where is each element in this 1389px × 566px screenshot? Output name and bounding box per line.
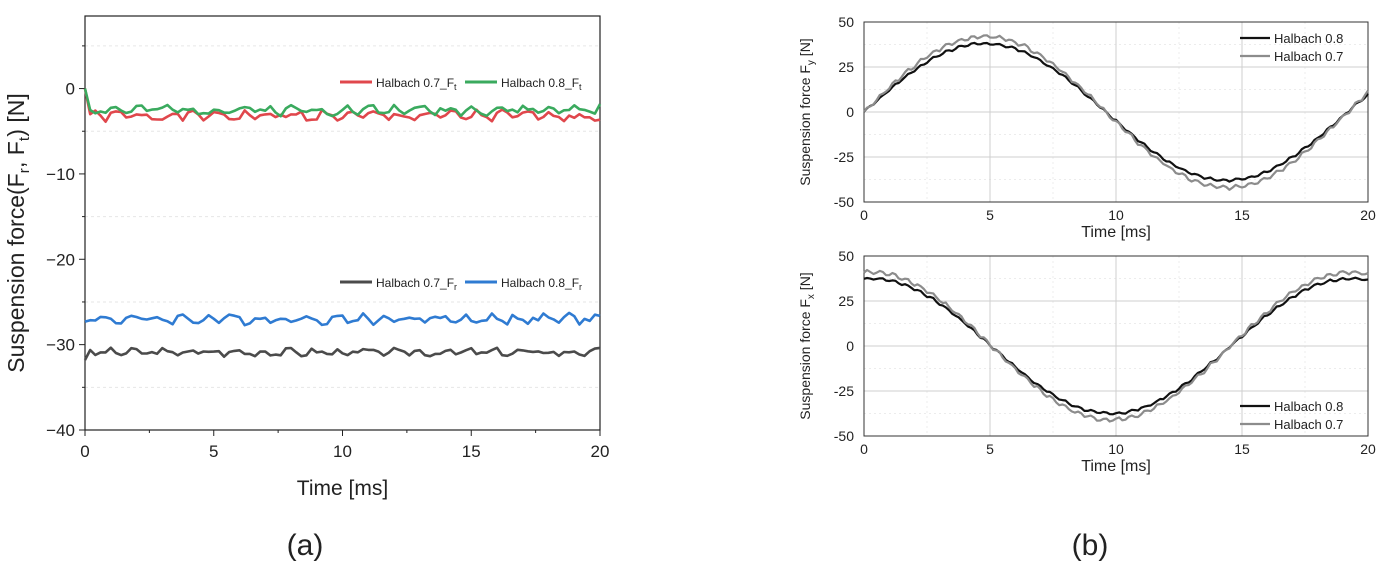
y-tick-label: −30 [46,336,75,355]
chart-b-bottom: 0 5 10 15 20 50 25 0 -25 -50 Time [ms] Suspension f… [797,248,1376,475]
x-tick-label: 10 [1108,441,1124,457]
y-tick-label: 50 [838,14,854,30]
y-axis-label: Suspension force Fx [N] [797,272,817,419]
y-tick-label: 0 [846,104,854,120]
series-line [863,268,1369,423]
legend-label: Halbach 0.7_Fr [376,276,457,292]
y-axis-label-part: , F [3,141,29,168]
series-line [84,311,601,327]
y-axis-label-part: r [16,168,33,173]
y-axis-label-part: t [16,136,33,141]
x-tick-label: 10 [1108,207,1124,223]
y-tick-label: -50 [834,194,854,210]
legend-sub: r [454,282,457,292]
x-tick-label: 15 [462,442,481,461]
y-tick-label: 25 [838,59,854,75]
y-tick-label: -25 [834,149,854,165]
legend-sub: t [579,82,582,92]
x-tick-label: 0 [860,441,868,457]
y-tick-label: -25 [834,383,854,399]
legend-label: Halbach 0.7_Ft [376,76,457,92]
x-axis-label: Time [ms] [1081,224,1151,241]
caption-b: (b) [1072,529,1109,562]
y-axis-label-part: Suspension force(F [3,173,29,372]
series-line [863,276,1369,416]
legend-text: Halbach 0.7_F [376,276,454,290]
y-axis-label-sub: y [806,60,817,65]
chart-b-top: 0 5 10 15 20 50 25 0 -25 -50 Time [ms] Suspension f… [797,14,1376,241]
y-tick-label: 25 [838,293,854,309]
x-tick-label: 5 [986,441,994,457]
legend-text: Halbach 0.8_F [501,276,579,290]
y-tick-label: −10 [46,165,75,184]
y-axis-label-part: Suspension force F [797,299,813,420]
x-tick-label: 5 [209,442,218,461]
legend-label: Halbach 0.8_Fr [501,276,582,292]
y-axis-label: Suspension force(Fr , Ft ) [N] [3,93,33,372]
y-axis-label-part: ) [N] [3,93,29,136]
series-line [83,346,601,361]
x-tick-label: 20 [1360,207,1376,223]
x-tick-label: 20 [591,442,610,461]
legend-text: Halbach 0.8_F [501,76,579,90]
y-axis-label-part: Suspension force F [797,65,813,186]
series-line [863,34,1369,191]
plot-frame [863,21,1369,203]
y-tick-label: 0 [66,80,75,99]
y-axis-label-part: [N] [797,38,813,60]
series-line [83,88,601,123]
legend-label: Halbach 0.7 [1274,49,1343,64]
x-tick-label: 15 [1234,207,1250,223]
x-axis-label: Time [ms] [297,477,388,500]
x-tick-label: 0 [860,207,868,223]
legend-sub: t [454,82,457,92]
y-axis-label-part: [N] [797,272,813,294]
x-tick-label: 10 [333,442,352,461]
x-axis-label: Time [ms] [1081,458,1151,475]
y-tick-label: −40 [46,421,75,440]
x-tick-label: 0 [80,442,89,461]
series-line [83,88,602,118]
y-axis-label-sub: x [806,294,817,299]
y-tick-label: −20 [46,250,75,269]
y-tick-label: 0 [846,338,854,354]
x-tick-label: 15 [1234,441,1250,457]
legend-label: Halbach 0.8 [1274,31,1343,46]
y-axis-label: Suspension force Fy [N] [797,38,817,185]
legend-sub: r [579,282,582,292]
legend-label: Halbach 0.8 [1274,399,1343,414]
caption-a: (a) [287,529,324,562]
x-tick-label: 20 [1360,441,1376,457]
legend-text: Halbach 0.7_F [376,76,454,90]
legend-label: Halbach 0.7 [1274,417,1343,432]
y-tick-label: -50 [834,428,854,444]
x-tick-label: 5 [986,207,994,223]
y-tick-label: 50 [838,248,854,264]
plot-frame [863,255,1369,437]
chart-a: 0 5 10 15 20 0 −10 −20 −30 −40 Time [ms] Suspension… [3,15,610,500]
legend-label: Halbach 0.8_Ft [501,76,582,92]
